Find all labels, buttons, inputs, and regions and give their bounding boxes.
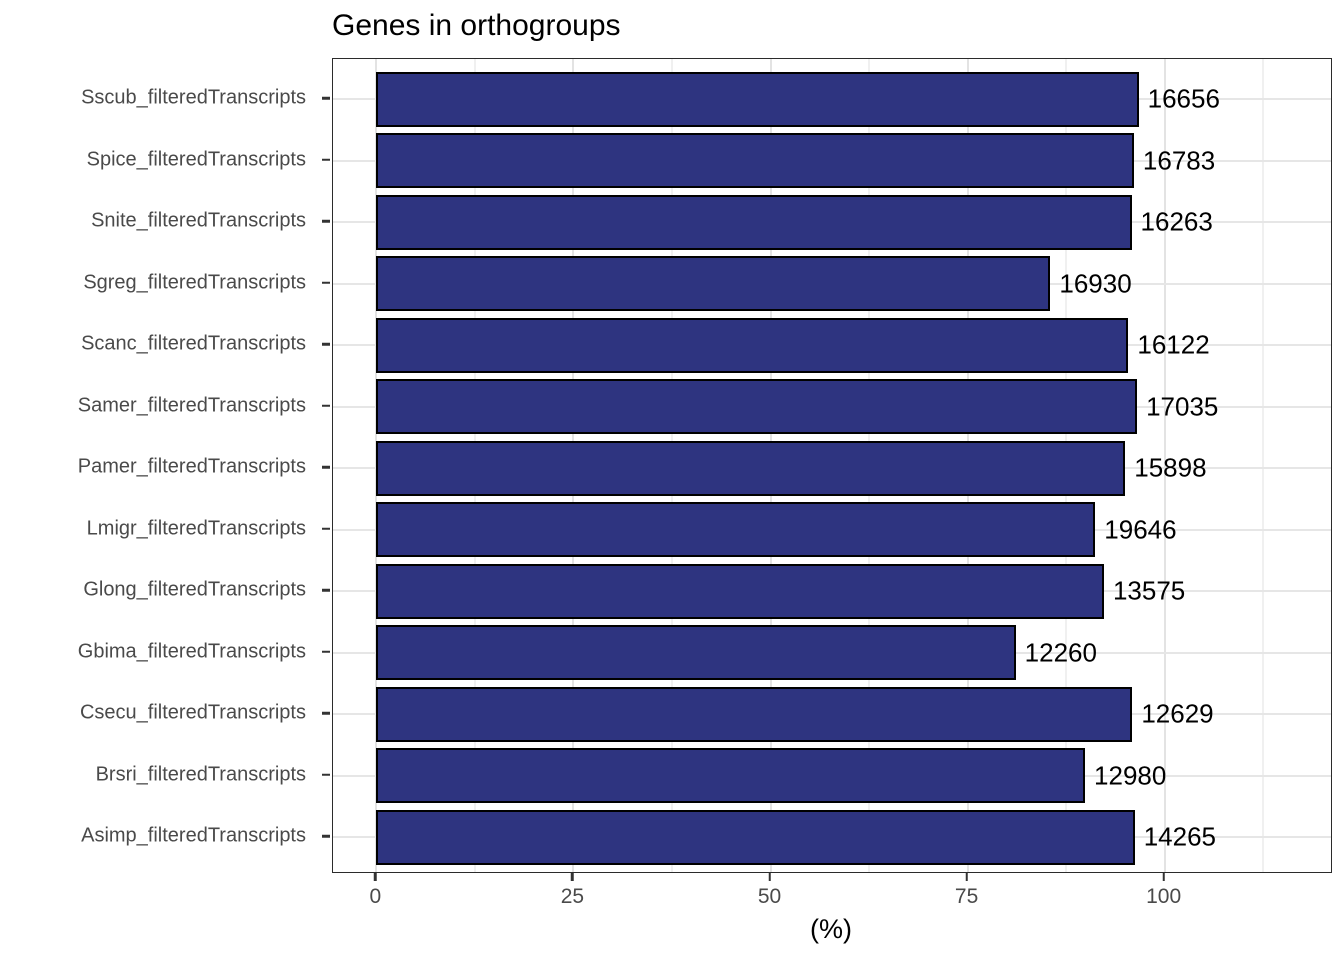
y-tick-label: Glong_filteredTranscripts <box>83 578 306 601</box>
x-axis: 0 25 50 75 100 <box>332 872 1330 960</box>
y-tick-mark <box>322 527 330 530</box>
bar <box>376 809 1135 865</box>
y-tick-label: Sgreg_filteredTranscripts <box>83 271 306 293</box>
y-tick-label: Brsri_filteredTranscripts <box>95 763 306 785</box>
y-tick-mark <box>322 404 330 407</box>
y-tick-label: Samer_filteredTranscripts <box>77 394 306 416</box>
bar-value-label: 15898 <box>1134 452 1207 483</box>
y-tick-label: Snite_filteredTranscripts <box>91 209 306 232</box>
y-tick-label: Lmigr_filteredTranscripts <box>86 517 306 539</box>
gridline-minor-v <box>1262 59 1265 872</box>
bar-value-label: 16263 <box>1140 206 1213 237</box>
x-tick-mark <box>768 872 771 881</box>
y-tick-label: Scanc_filteredTranscripts <box>81 332 306 355</box>
bar <box>376 440 1126 496</box>
y-tick-mark <box>322 465 330 469</box>
x-tick-label: 25 <box>560 885 585 908</box>
x-tick-mark <box>1162 872 1165 881</box>
y-tick-mark <box>322 834 330 838</box>
bar <box>376 686 1133 742</box>
y-tick-label: Csecu_filteredTranscripts <box>79 701 306 724</box>
bar <box>376 133 1134 188</box>
y-tick-label: Pamer_filteredTranscripts <box>77 455 306 478</box>
y-tick-label: Gbima_filteredTranscripts <box>77 640 306 662</box>
bar-value-label: 13575 <box>1112 575 1186 606</box>
x-tick-label: 100 <box>1146 885 1182 908</box>
bar-value-label: 16122 <box>1137 329 1210 360</box>
bar <box>376 625 1016 680</box>
bar-value-label: 16783 <box>1142 145 1216 175</box>
bar-value-label: 16656 <box>1147 83 1220 114</box>
plot-panel: 16656 16783 16263 16930 16122 17035 15898 19646… <box>332 58 1332 873</box>
y-tick-mark <box>322 588 330 592</box>
y-tick-mark <box>322 96 330 100</box>
y-axis: Sscub_filteredTranscripts Spice_filteredT… <box>0 58 332 871</box>
y-tick-label: Asimp_filteredTranscripts <box>81 824 306 847</box>
bar-value-label: 12260 <box>1024 637 1097 667</box>
bar-value-label: 16930 <box>1059 268 1132 298</box>
bar-value-label: 17035 <box>1146 391 1219 421</box>
y-tick-mark <box>322 219 330 223</box>
y-tick-mark <box>322 158 330 161</box>
bar <box>376 502 1096 557</box>
x-tick-mark <box>571 872 574 881</box>
bar <box>376 317 1129 373</box>
bar <box>376 748 1086 803</box>
bar <box>376 379 1138 434</box>
x-tick-label: 0 <box>369 885 382 908</box>
y-tick-mark <box>322 342 330 346</box>
chart-title: Genes in orthogroups <box>332 9 621 42</box>
x-axis-title: (%) <box>810 914 852 944</box>
bar <box>376 563 1104 619</box>
bar-value-label: 12980 <box>1094 760 1167 790</box>
bar-value-label: 19646 <box>1104 514 1177 544</box>
y-tick-label: Sscub_filteredTranscripts <box>81 86 306 109</box>
x-tick-mark <box>965 872 968 881</box>
bar <box>376 256 1051 311</box>
y-tick-label: Spice_filteredTranscripts <box>86 148 306 170</box>
x-tick-label: 75 <box>954 885 979 908</box>
bar <box>376 71 1139 127</box>
y-tick-mark <box>322 281 330 284</box>
y-tick-mark <box>322 773 330 776</box>
bar-value-label: 12629 <box>1141 698 1214 729</box>
y-tick-mark <box>322 711 330 715</box>
x-tick-mark <box>374 872 377 881</box>
gridline-major-v <box>1163 59 1166 872</box>
bar-value-label: 14265 <box>1143 821 1217 852</box>
y-tick-mark <box>322 650 330 653</box>
bar <box>376 194 1132 250</box>
x-tick-label: 50 <box>757 885 782 908</box>
